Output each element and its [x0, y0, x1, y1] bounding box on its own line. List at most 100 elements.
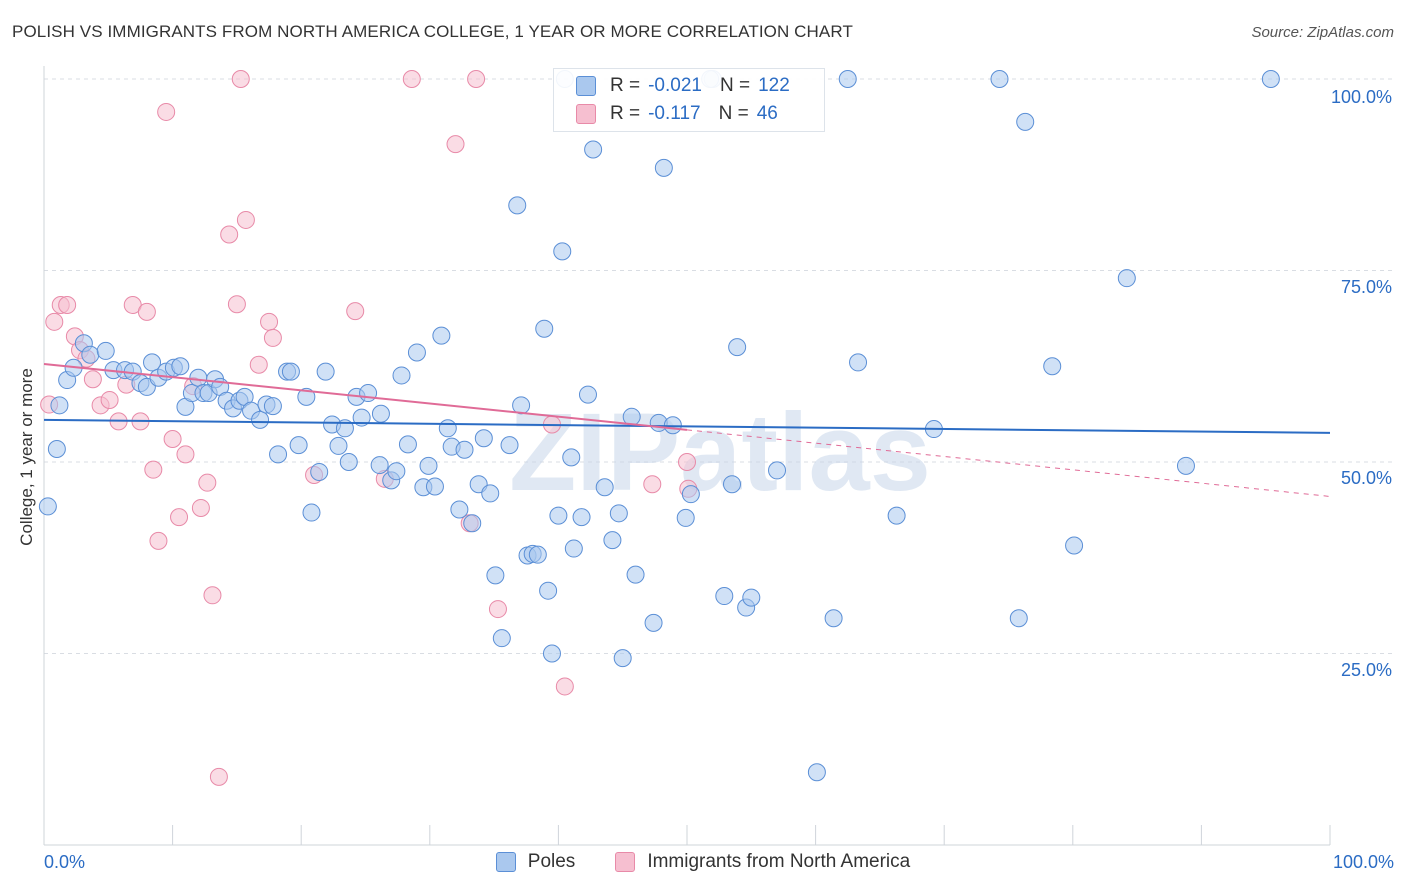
immigrants-point-34 [346, 302, 365, 321]
poles-point-62 [455, 440, 474, 459]
y-axis-label: College, 1 year or more [17, 368, 36, 546]
poles-point-80 [562, 448, 581, 467]
poles-point-36 [289, 436, 308, 455]
legend-label-immigrants: Immigrants from North America [647, 851, 911, 872]
poles-point-79 [553, 242, 572, 261]
poles-point-112 [1043, 357, 1062, 376]
immigrants-trend-line [43, 362, 688, 431]
poles-point-87 [609, 504, 628, 523]
legend-swatch-immigrants [615, 852, 636, 872]
poles-point-86 [603, 531, 622, 550]
watermark: ZIPatlas [509, 391, 931, 514]
poles-point-116 [1261, 70, 1280, 88]
immigrants-point-7 [83, 370, 102, 389]
poles-point-17 [171, 357, 190, 376]
immigrants-point-23 [198, 473, 217, 492]
poles-point-48 [370, 456, 389, 475]
poles-point-96 [681, 485, 700, 504]
poles-point-58 [432, 326, 451, 345]
immigrants-point-15 [144, 460, 163, 479]
immigrants-point-26 [220, 225, 239, 244]
immigrants-point-9 [100, 390, 119, 409]
poles-n-value: 122 [758, 75, 790, 96]
legend: Poles Immigrants from North America [0, 851, 1406, 873]
poles-point-91 [644, 613, 663, 632]
legend-item-immigrants[interactable]: Immigrants from North America [615, 851, 910, 873]
immigrants-point-31 [260, 312, 279, 331]
poles-point-97 [715, 587, 734, 606]
stats-row-poles: R = -0.021 N = 122 [576, 73, 798, 99]
immigrants-point-1 [45, 312, 64, 331]
legend-item-poles[interactable]: Poles [495, 851, 576, 873]
trend-lines [43, 362, 1331, 497]
immigrants-point-43 [643, 475, 662, 494]
poles-point-81 [564, 539, 583, 558]
poles-point-35 [281, 362, 300, 381]
immigrants-point-29 [236, 210, 255, 229]
poles-point-57 [425, 477, 444, 496]
poles-point-98 [723, 475, 742, 494]
poles-point-42 [329, 436, 348, 455]
poles-point-32 [263, 397, 282, 416]
immigrants-point-40 [488, 600, 507, 619]
y-tick-label-50: 50.0% [1340, 468, 1392, 488]
poles-point-38 [302, 503, 321, 522]
poles-point-82 [572, 508, 591, 527]
poles-point-52 [392, 366, 411, 385]
poles-point-43 [335, 419, 354, 438]
poles-r-label: R = [610, 75, 641, 96]
immigrants-r-value: -0.117 [648, 103, 701, 124]
immigrants-point-30 [249, 355, 268, 374]
poles-points [38, 70, 1280, 782]
poles-point-114 [1117, 269, 1136, 288]
stats-box: R = -0.021 N = 122 R = -0.117 N = 46 [553, 68, 825, 132]
poles-point-93 [654, 158, 673, 177]
poles-point-115 [1176, 456, 1195, 475]
immigrants-point-44 [678, 453, 696, 471]
legend-label-poles: Poles [527, 851, 576, 872]
y-tick-label-75: 75.0% [1340, 277, 1392, 297]
poles-point-83 [578, 385, 597, 404]
immigrants-point-42 [555, 677, 574, 696]
immigrants-point-36 [402, 70, 421, 88]
poles-point-2 [50, 396, 69, 415]
immigrants-point-39 [467, 70, 486, 88]
poles-point-102 [768, 461, 787, 480]
poles-point-59 [438, 419, 457, 438]
immigrants-point-27 [227, 295, 246, 314]
poles-point-66 [481, 484, 500, 503]
poles-point-78 [549, 506, 568, 525]
poles-point-84 [584, 140, 603, 159]
poles-point-49 [371, 404, 390, 423]
poles-point-103 [807, 763, 826, 782]
legend-swatch-poles [495, 852, 516, 872]
poles-point-56 [419, 456, 438, 475]
poles-point-44 [339, 453, 358, 471]
poles-point-99 [728, 338, 747, 357]
immigrants-point-28 [231, 70, 250, 88]
x-tick-label-max: 100.0% [1332, 852, 1394, 872]
immigrants-point-37 [446, 135, 465, 154]
poles-point-109 [990, 70, 1009, 88]
poles-point-106 [849, 353, 868, 372]
immigrants-trend-extension [686, 429, 1331, 497]
poles-point-69 [500, 436, 519, 455]
poles-point-85 [595, 478, 614, 497]
poles-point-111 [1016, 112, 1035, 131]
poles-point-1 [47, 439, 66, 458]
poles-point-65 [474, 429, 493, 448]
immigrants-point-3 [58, 295, 77, 314]
poles-point-110 [1009, 609, 1028, 628]
poles-point-104 [824, 609, 843, 628]
immigrants-point-22 [191, 498, 210, 517]
immigrants-point-16 [149, 531, 168, 550]
poles-point-95 [676, 508, 695, 527]
poles-point-75 [535, 319, 554, 338]
immigrants-point-14 [137, 302, 156, 321]
poles-point-76 [539, 581, 558, 600]
immigrants-n-value: 46 [756, 103, 778, 124]
immigrants-point-24 [203, 586, 222, 605]
poles-r-value: -0.021 [648, 75, 702, 96]
immigrants-point-32 [263, 328, 282, 347]
